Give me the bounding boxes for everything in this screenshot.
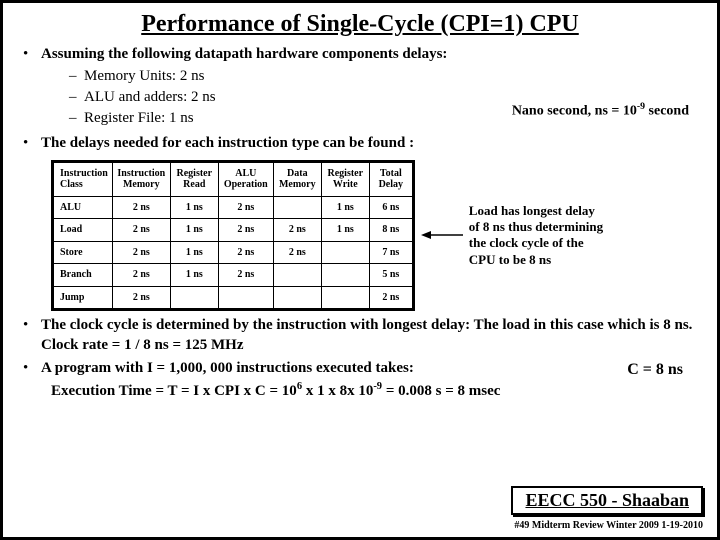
table-row: ALU2 ns1 ns2 ns1 ns6 ns	[53, 196, 414, 219]
exec-a: Execution Time = T = I x CPI x C = 10	[51, 383, 297, 399]
table-header: InstructionMemory	[112, 161, 170, 196]
bullet-3: • The clock cycle is determined by the i…	[21, 315, 699, 356]
table-header: ALUOperation	[218, 161, 273, 196]
bullet-1-text: Assuming the following datapath hardware…	[41, 44, 699, 64]
bullet-4-text: A program with I = 1,000, 000 instructio…	[41, 358, 699, 378]
exec-sup2: -9	[373, 381, 382, 392]
table-header: RegisterWrite	[321, 161, 369, 196]
arrow-icon	[421, 228, 463, 242]
table-cell: 2 ns	[112, 264, 170, 287]
delay-table: InstructionClassInstructionMemoryRegiste…	[51, 160, 415, 312]
table-cell: 8 ns	[369, 219, 413, 242]
exec-b: x 1 x 8x 10	[302, 383, 373, 399]
table-cell: 7 ns	[369, 241, 413, 264]
slide-title: Performance of Single-Cycle (CPI=1) CPU	[21, 11, 699, 38]
table-header: RegisterRead	[170, 161, 218, 196]
sub3-text: Register File: 1 ns	[84, 110, 194, 126]
table-cell	[218, 286, 273, 310]
table-cell	[273, 264, 321, 287]
table-cell: Store	[53, 241, 113, 264]
table-cell: Load	[53, 219, 113, 242]
table-row: Jump2 ns2 ns	[53, 286, 414, 310]
table-cell: Jump	[53, 286, 113, 310]
bullet-4: • A program with I = 1,000, 000 instruct…	[21, 358, 699, 378]
table-cell: 2 ns	[112, 196, 170, 219]
table-cell: Branch	[53, 264, 113, 287]
table-cell: 6 ns	[369, 196, 413, 219]
slide-frame: Performance of Single-Cycle (CPI=1) CPU …	[0, 0, 720, 540]
exec-c: = 0.008 s = 8 msec	[382, 383, 500, 399]
bullet-marker: •	[21, 133, 41, 153]
table-cell	[321, 264, 369, 287]
table-cell	[321, 286, 369, 310]
bullet-marker: •	[21, 315, 41, 335]
table-cell: ALU	[53, 196, 113, 219]
table-cell: 5 ns	[369, 264, 413, 287]
table-cell: 1 ns	[170, 241, 218, 264]
table-row: Load2 ns1 ns2 ns2 ns1 ns8 ns	[53, 219, 414, 242]
table-cell: 2 ns	[112, 219, 170, 242]
table-header: DataMemory	[273, 161, 321, 196]
table-cell	[321, 241, 369, 264]
nano-b: second	[645, 104, 689, 119]
table-cell: 2 ns	[112, 286, 170, 310]
table-cell: 2 ns	[273, 241, 321, 264]
table-area: InstructionClassInstructionMemoryRegiste…	[51, 160, 699, 312]
table-cell: 2 ns	[112, 241, 170, 264]
table-cell: 1 ns	[321, 196, 369, 219]
execution-time-line: Execution Time = T = I x CPI x C = 106 x…	[51, 380, 699, 401]
table-cell: 2 ns	[218, 241, 273, 264]
nano-second-note: Nano second, ns = 10-9 second	[512, 101, 689, 120]
table-cell	[273, 196, 321, 219]
table-cell: 2 ns	[273, 219, 321, 242]
table-cell	[170, 286, 218, 310]
bullet-2-text: The delays needed for each instruction t…	[41, 133, 699, 153]
table-cell	[273, 286, 321, 310]
table-cell: 1 ns	[321, 219, 369, 242]
sub-list-1: – Memory Units: 2 ns – ALU and adders: 2…	[69, 66, 699, 129]
table-row: Store2 ns1 ns2 ns2 ns7 ns	[53, 241, 414, 264]
table-cell: 2 ns	[218, 219, 273, 242]
table-cell: 1 ns	[170, 219, 218, 242]
table-cell: 2 ns	[218, 264, 273, 287]
table-cell: 1 ns	[170, 196, 218, 219]
footer-author-box: EECC 550 - Shaaban	[511, 486, 703, 515]
bullet-2: • The delays needed for each instruction…	[21, 133, 699, 153]
footer-meta: #49 Midterm Review Winter 2009 1-19-2010	[514, 520, 703, 531]
table-row: Branch2 ns1 ns2 ns5 ns	[53, 264, 414, 287]
nano-sup: -9	[637, 101, 645, 112]
bullet-marker: •	[21, 358, 41, 378]
table-header: InstructionClass	[53, 161, 113, 196]
bottom-block: • The clock cycle is determined by the i…	[21, 315, 699, 401]
c-equals: C = 8 ns	[627, 361, 683, 379]
sub-item-1: – Memory Units: 2 ns	[69, 66, 699, 87]
nano-a: Nano second, ns = 10	[512, 104, 637, 119]
bullet-marker: •	[21, 44, 41, 64]
table-cell: 2 ns	[218, 196, 273, 219]
table-cell: 1 ns	[170, 264, 218, 287]
bullet-3-text: The clock cycle is determined by the ins…	[41, 315, 699, 356]
table-header: TotalDelay	[369, 161, 413, 196]
load-note: Load has longest delay of 8 ns thus dete…	[469, 203, 609, 268]
bullet-1: • Assuming the following datapath hardwa…	[21, 44, 699, 64]
table-cell: 2 ns	[369, 286, 413, 310]
footer-box-text: EECC 550 - Shaaban	[525, 490, 689, 510]
sub1-text: Memory Units: 2 ns	[84, 68, 204, 84]
sub2-text: ALU and adders: 2 ns	[84, 89, 216, 105]
